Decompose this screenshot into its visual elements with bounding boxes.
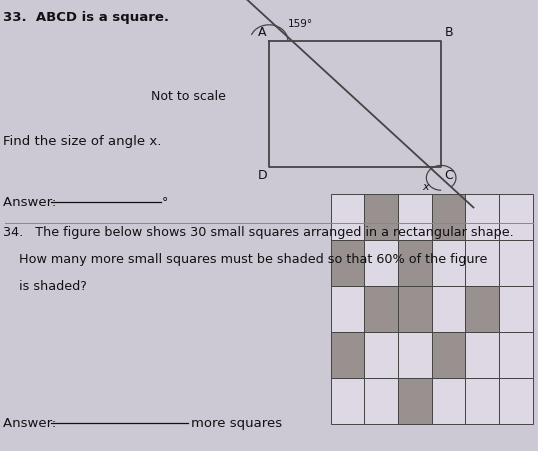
Bar xyxy=(465,378,499,424)
Text: 33.  ABCD is a square.: 33. ABCD is a square. xyxy=(3,11,169,24)
Text: x: x xyxy=(422,182,429,192)
Bar xyxy=(431,286,465,332)
Bar xyxy=(398,332,431,378)
Text: 159°: 159° xyxy=(288,19,313,29)
Bar xyxy=(499,194,533,240)
Bar xyxy=(465,240,499,286)
Bar xyxy=(398,194,431,240)
Bar xyxy=(431,378,465,424)
Bar xyxy=(331,286,365,332)
Bar xyxy=(398,240,431,286)
Bar xyxy=(331,194,365,240)
Bar xyxy=(499,240,533,286)
Text: Not to scale: Not to scale xyxy=(151,90,225,103)
Text: Find the size of angle x.: Find the size of angle x. xyxy=(3,135,161,148)
Bar xyxy=(331,378,365,424)
Text: Answer:: Answer: xyxy=(3,417,60,430)
Bar xyxy=(431,240,465,286)
Bar xyxy=(499,332,533,378)
Bar xyxy=(331,240,365,286)
Bar xyxy=(465,332,499,378)
Text: B: B xyxy=(444,26,454,39)
Text: A: A xyxy=(258,26,267,39)
Bar xyxy=(331,332,365,378)
Bar xyxy=(365,286,398,332)
Text: °: ° xyxy=(161,196,168,209)
Text: How many more small squares must be shaded so that 60% of the figure: How many more small squares must be shad… xyxy=(3,253,487,266)
Bar xyxy=(465,286,499,332)
Text: is shaded?: is shaded? xyxy=(3,280,87,293)
Bar xyxy=(398,378,431,424)
Text: 34.   The figure below shows 30 small squares arranged in a rectangular shape.: 34. The figure below shows 30 small squa… xyxy=(3,226,513,239)
Text: D: D xyxy=(257,169,267,182)
Text: C: C xyxy=(444,169,454,182)
Bar xyxy=(499,378,533,424)
Bar xyxy=(431,332,465,378)
Text: more squares: more squares xyxy=(191,417,282,430)
Bar xyxy=(465,194,499,240)
Bar xyxy=(431,194,465,240)
Bar xyxy=(398,286,431,332)
Bar xyxy=(365,378,398,424)
Text: Answer:: Answer: xyxy=(3,196,60,209)
Bar xyxy=(365,332,398,378)
Bar xyxy=(499,286,533,332)
Bar xyxy=(365,240,398,286)
Bar xyxy=(365,194,398,240)
